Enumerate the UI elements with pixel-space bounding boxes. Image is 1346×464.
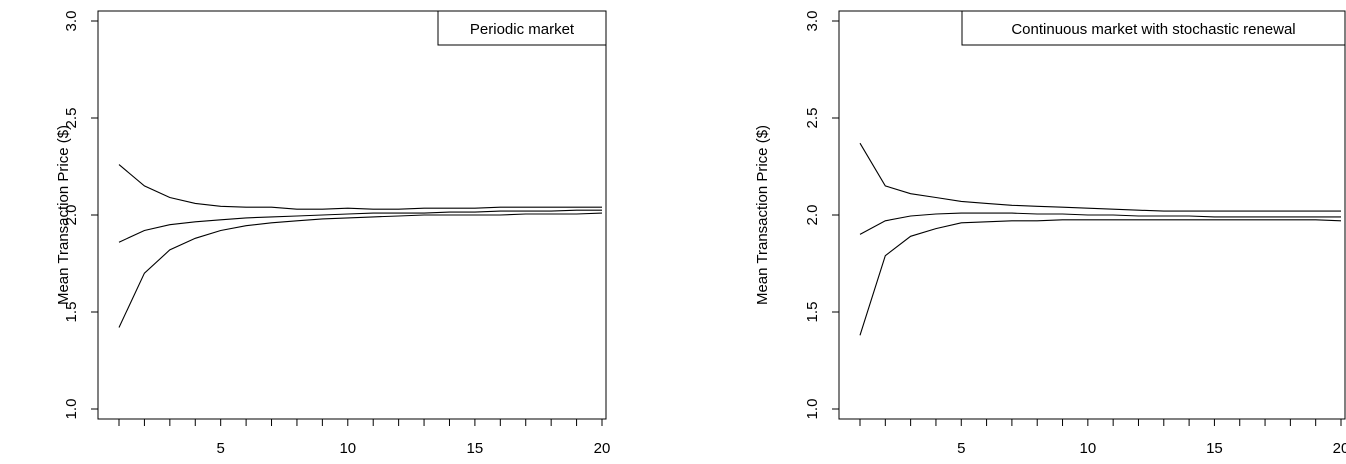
series-line-2: [859, 212, 1341, 235]
y-axis-label: Mean Transaction Price ($): [55, 125, 72, 305]
legend-text: Continuous market with stochastic renewa…: [1011, 21, 1295, 38]
x-tick-label: 5: [217, 440, 225, 457]
y-tick-label: 2.5: [804, 108, 821, 129]
x-tick-label: 10: [339, 440, 356, 457]
y-tick-label: 3.0: [63, 11, 80, 32]
x-tick-label: 15: [467, 440, 484, 457]
x-tick-label: 20: [1333, 440, 1346, 457]
series-line-2: [118, 209, 602, 243]
y-tick-label: 2.0: [63, 205, 80, 226]
chart-panel-2: 1.0 1.5 2.0 2.5 3.0 5 10 15 20 Mean Transaction P…: [754, 10, 1346, 457]
x-tick-label: 10: [1079, 440, 1096, 457]
series-line-3: [859, 219, 1342, 336]
legend-box: [437, 10, 607, 46]
chart-panel-1: 1.0 1.5 2.0 2.5 3.0 5 10 15 20 Mean Transaction P…: [55, 10, 611, 457]
plot-frame: [97, 10, 607, 420]
y-tick-label: 1.5: [804, 302, 821, 323]
y-tick-label: 1.0: [63, 399, 80, 420]
x-tick-label: 5: [957, 440, 965, 457]
series-line-1: [859, 142, 1341, 212]
y-tick-label: 2.0: [804, 205, 821, 226]
x-tick-label: 15: [1206, 440, 1223, 457]
y-tick-label: 3.0: [804, 11, 821, 32]
y-tick-label: 1.5: [63, 302, 80, 323]
y-tick-label: 1.0: [804, 399, 821, 420]
legend-text: Periodic market: [470, 21, 575, 38]
series-line-1: [118, 164, 602, 210]
y-axis-label: Mean Transaction Price ($): [754, 125, 771, 305]
y-tick-label: 2.5: [63, 108, 80, 129]
series-line-3: [118, 212, 603, 328]
legend-box: [961, 10, 1346, 46]
x-tick-label: 20: [594, 440, 611, 457]
